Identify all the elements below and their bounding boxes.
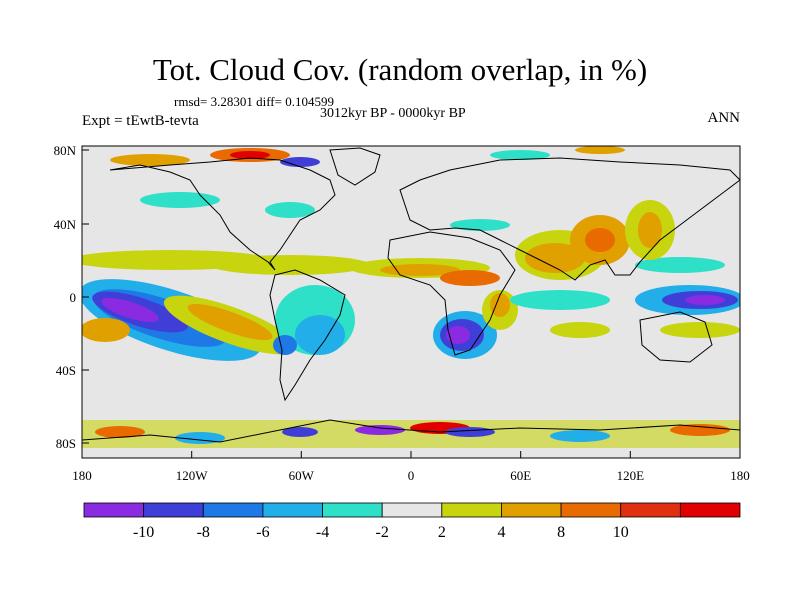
colorbar-label: -10 xyxy=(133,524,154,541)
experiment-label: Expt = tEwtB-tevta xyxy=(82,113,199,129)
anomaly-field xyxy=(82,146,740,448)
anomaly-patch xyxy=(575,146,625,154)
coastline-south-america xyxy=(269,269,346,402)
anomaly-patch xyxy=(490,150,550,160)
anomaly-patch xyxy=(380,264,460,276)
anomaly-patch xyxy=(638,212,662,248)
anomaly-patch xyxy=(82,420,740,448)
anomaly-patch xyxy=(295,315,345,355)
x-tick-label: 60W xyxy=(289,468,315,483)
colorbar-swatch xyxy=(262,502,323,518)
anomaly-patch xyxy=(550,430,610,442)
coastline-greenland xyxy=(329,147,381,186)
x-tick-label: 60E xyxy=(510,468,531,483)
colorbar-label: 4 xyxy=(497,524,505,541)
anomaly-patch xyxy=(110,154,190,166)
coastline-australia xyxy=(639,311,713,363)
colorbar-label: -6 xyxy=(256,524,269,541)
anomaly-patch xyxy=(685,295,725,305)
colorbar-swatch xyxy=(143,502,204,518)
y-tick-label: 80N xyxy=(54,143,77,158)
x-tick-label: 0 xyxy=(408,468,415,483)
anomaly-patch xyxy=(187,303,273,341)
anomaly-patch xyxy=(670,424,730,436)
anomaly-patch xyxy=(95,426,145,438)
anomaly-patch xyxy=(490,293,510,317)
x-tick-label: 120E xyxy=(617,468,645,483)
anomaly-patch xyxy=(101,298,159,322)
y-tick-label: 40N xyxy=(54,217,77,232)
colorbar-swatch xyxy=(679,502,741,518)
colorbar-label: -4 xyxy=(316,524,329,541)
coastline-eurasia xyxy=(399,157,740,281)
season-label: ANN xyxy=(707,110,741,126)
anomaly-patch xyxy=(265,202,315,218)
colorbar-swatch xyxy=(83,502,145,518)
colorbar-swatch xyxy=(202,502,264,518)
coastline-north-america xyxy=(109,157,336,271)
stats-text: rmsd= 3.28301 diff= 0.104599 xyxy=(174,94,334,109)
anomaly-patch xyxy=(355,425,405,435)
anomaly-patch xyxy=(273,335,297,355)
x-tick-label: 180 xyxy=(730,468,750,483)
y-tick-label: 80S xyxy=(56,436,76,451)
anomaly-patch xyxy=(550,322,610,338)
anomaly-patch xyxy=(282,427,318,437)
coastline-antarctica xyxy=(82,419,740,443)
anomaly-patch xyxy=(140,192,220,208)
y-tick-label: 40S xyxy=(56,363,76,378)
anomaly-patch xyxy=(585,228,615,252)
anomaly-patch xyxy=(230,151,270,159)
anomaly-patch xyxy=(445,427,495,437)
anomaly-patch xyxy=(440,270,500,286)
x-tick-label: 180 xyxy=(72,468,92,483)
coastlines xyxy=(82,147,740,443)
y-tick-label: 0 xyxy=(70,290,77,305)
anomaly-patch xyxy=(82,318,130,342)
colorbar-swatch xyxy=(322,502,383,518)
colorbar-swatch xyxy=(560,502,622,518)
anomaly-patch xyxy=(450,219,510,231)
colorbar-label: -8 xyxy=(197,524,210,541)
x-tick-label: 120W xyxy=(176,468,209,483)
colorbar: -10 -8 -6 -4 -2 2 4 8 10 xyxy=(83,502,741,541)
anomaly-patch xyxy=(660,322,740,338)
coastline-africa xyxy=(387,231,516,356)
colorbar-label: 10 xyxy=(613,524,629,541)
colorbar-swatch xyxy=(381,502,443,518)
y-axis: 80N 40N 0 40S 80S xyxy=(54,143,89,451)
anomaly-patch xyxy=(446,326,470,344)
colorbar-swatch xyxy=(441,502,502,518)
anomaly-patch xyxy=(280,157,320,167)
anomaly-patch xyxy=(525,243,585,273)
anomaly-patch xyxy=(635,257,725,273)
anomaly-patch xyxy=(510,290,610,310)
colorbar-swatch xyxy=(501,502,562,518)
colorbar-label: -2 xyxy=(376,524,389,541)
colorbar-label: 8 xyxy=(557,524,565,541)
colorbar-swatch xyxy=(620,502,681,518)
colorbar-label: 2 xyxy=(438,524,446,541)
anomaly-patch xyxy=(210,255,370,275)
map-title: Tot. Cloud Cov. (random overlap, in %) xyxy=(152,52,648,87)
period-text: 3012kyr BP - 0000kyr BP xyxy=(320,106,466,121)
x-axis: 180 120W 60W 0 60E 120E 180 xyxy=(72,451,750,483)
